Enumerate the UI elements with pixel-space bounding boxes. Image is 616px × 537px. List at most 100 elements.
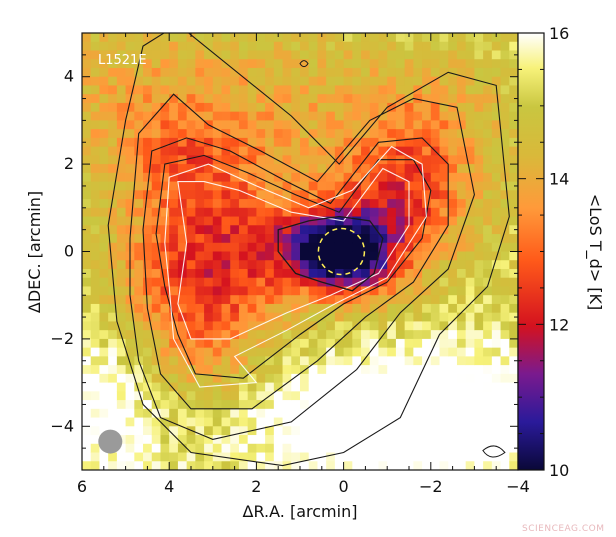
heatmap-cell xyxy=(326,382,336,392)
heatmap-cell xyxy=(151,94,161,104)
heatmap-cell xyxy=(491,41,502,51)
heatmap-cell xyxy=(509,268,518,279)
heatmap-cell xyxy=(361,85,371,95)
heatmap-cell xyxy=(465,137,475,148)
heatmap-cell xyxy=(500,155,510,165)
heatmap-cell xyxy=(186,435,196,445)
heatmap-cell xyxy=(352,347,362,357)
heatmap-cell xyxy=(483,225,493,235)
heatmap-cell xyxy=(422,120,432,130)
heatmap-cell xyxy=(82,391,92,401)
heatmap-cell xyxy=(230,190,240,200)
heatmap-cell xyxy=(430,181,441,191)
contour-line xyxy=(142,137,449,410)
heatmap-cell xyxy=(273,417,284,427)
heatmap-cell xyxy=(108,199,118,209)
heatmap-cell xyxy=(361,443,371,454)
heatmap-cell xyxy=(456,286,467,296)
heatmap-cell xyxy=(500,286,510,296)
heatmap-cell xyxy=(82,408,92,419)
heatmap-cell xyxy=(317,129,327,139)
heatmap-cell xyxy=(90,382,100,392)
heatmap-cell xyxy=(125,391,135,401)
heatmap-cell xyxy=(108,338,118,349)
heatmap-cell xyxy=(483,190,493,200)
heatmap-cell xyxy=(448,33,458,43)
heatmap-cell xyxy=(378,365,388,375)
heatmap-cell xyxy=(387,50,397,60)
heatmap-cell xyxy=(326,242,336,252)
heatmap-cell xyxy=(361,59,371,69)
heatmap-cell xyxy=(352,338,362,349)
heatmap-cell xyxy=(369,347,379,357)
heatmap-cell xyxy=(491,365,502,375)
heatmap-cell xyxy=(422,59,432,69)
heatmap-cell xyxy=(500,356,510,366)
heatmap-cell xyxy=(134,181,144,191)
heatmap-cell xyxy=(212,225,223,235)
heatmap-cell xyxy=(317,426,327,436)
heatmap-cell xyxy=(422,225,432,235)
heatmap-cell xyxy=(256,347,266,357)
heatmap-cell xyxy=(116,426,127,436)
heatmap-cell xyxy=(143,295,153,305)
heatmap-cell xyxy=(90,234,100,244)
heatmap-cell xyxy=(500,111,510,121)
heatmap-cell xyxy=(369,146,379,156)
heatmap-cell xyxy=(186,365,196,375)
heatmap-cell xyxy=(177,242,188,252)
heatmap-cell xyxy=(326,120,336,130)
heatmap-cell xyxy=(160,321,170,331)
heatmap-cell xyxy=(413,199,423,209)
heatmap-cell xyxy=(273,85,284,95)
heatmap-cell xyxy=(177,347,188,357)
heatmap-cell xyxy=(221,435,231,445)
heatmap-cell xyxy=(212,172,223,183)
heatmap-cell xyxy=(326,330,336,340)
heatmap-cell xyxy=(369,260,379,270)
heatmap-cell xyxy=(195,190,205,200)
heatmap-cell xyxy=(378,417,388,427)
heatmap-cell xyxy=(82,365,92,375)
heatmap-cell xyxy=(326,94,336,104)
heatmap-cell xyxy=(387,251,397,261)
heatmap-cell xyxy=(474,234,484,244)
heatmap-cell xyxy=(282,417,292,427)
heatmap-cell xyxy=(317,365,327,375)
heatmap-cell xyxy=(404,321,414,331)
heatmap-cell xyxy=(195,129,205,139)
heatmap-cell xyxy=(456,373,467,384)
heatmap-cell xyxy=(483,277,493,287)
heatmap-cell xyxy=(160,391,170,401)
heatmap-cell xyxy=(378,172,388,183)
heatmap-cell xyxy=(125,59,135,69)
heatmap-cell xyxy=(326,452,336,462)
heatmap-cell xyxy=(256,303,266,314)
heatmap-cell xyxy=(238,260,249,270)
heatmap-cell xyxy=(352,417,362,427)
heatmap-cell xyxy=(273,137,284,148)
heatmap-cell xyxy=(212,408,223,419)
heatmap-cell xyxy=(186,181,196,191)
heatmap-cell xyxy=(195,85,205,95)
heatmap-cell xyxy=(221,94,231,104)
heatmap-cell xyxy=(456,260,467,270)
heatmap-cell xyxy=(413,120,423,130)
heatmap-cell xyxy=(151,216,161,226)
heatmap-cell xyxy=(439,443,449,454)
heatmap-cell xyxy=(134,172,144,183)
heatmap-cell xyxy=(204,199,214,209)
heatmap-cell xyxy=(300,303,310,314)
heatmap-cell xyxy=(204,33,214,43)
heatmap-cell xyxy=(291,365,301,375)
heatmap-cell xyxy=(474,67,484,78)
heatmap-cell xyxy=(169,181,179,191)
heatmap-cell xyxy=(369,426,379,436)
heatmap-cell xyxy=(273,338,284,349)
heatmap-cell xyxy=(108,146,118,156)
heatmap-cell xyxy=(465,120,475,130)
heatmap-cell xyxy=(99,260,109,270)
heatmap-cell xyxy=(169,59,179,69)
heatmap-cell xyxy=(308,426,318,436)
heatmap-cell xyxy=(500,85,510,95)
